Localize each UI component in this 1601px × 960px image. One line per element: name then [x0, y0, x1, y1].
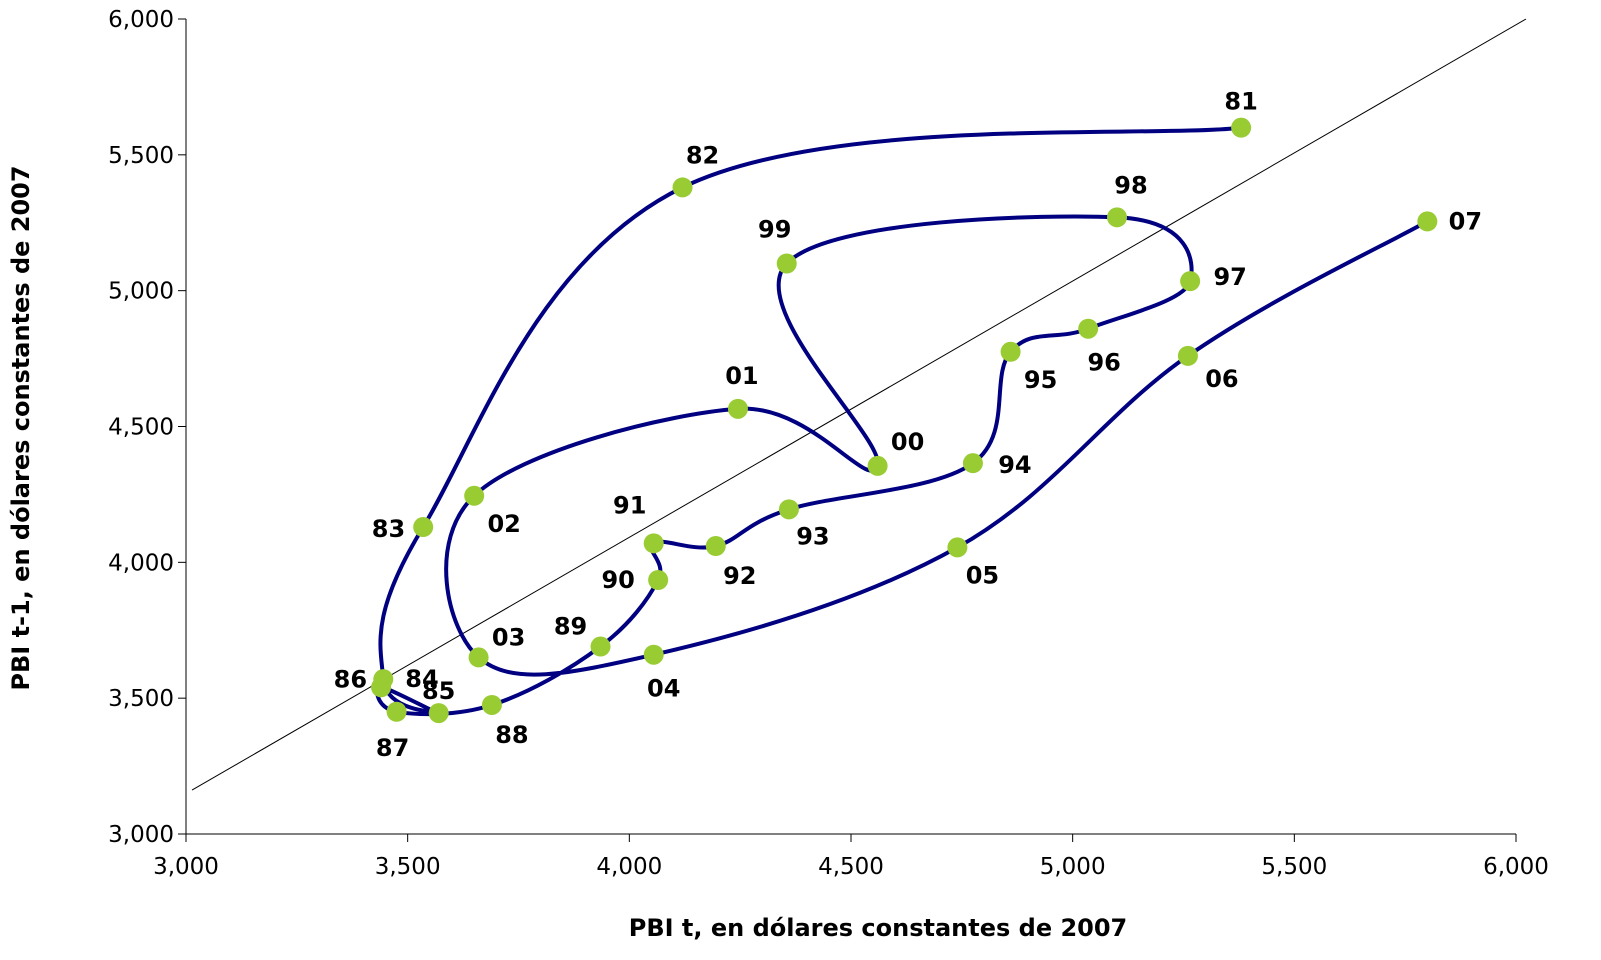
point-label-96: 96 — [1087, 349, 1120, 377]
point-label-97: 97 — [1213, 263, 1246, 291]
point-label-93: 93 — [796, 522, 829, 550]
y-tick-label: 4,500 — [108, 415, 174, 441]
point-label-92: 92 — [723, 562, 756, 590]
x-tick-label: 4,000 — [596, 854, 662, 880]
point-label-07: 07 — [1449, 207, 1482, 235]
point-label-82: 82 — [686, 141, 719, 169]
axes: 3,000 3,500 4,000 4,500 5,000 5,500 6,000 3,000… — [108, 7, 1549, 880]
point-label-06: 06 — [1205, 365, 1238, 393]
x-tick-label: 3,500 — [375, 854, 441, 880]
point-label-85: 85 — [422, 677, 455, 705]
reference-line-group — [191, 18, 1527, 791]
data-point-96 — [1078, 318, 1099, 339]
point-label-04: 04 — [647, 675, 680, 703]
data-point-89 — [590, 636, 611, 657]
point-label-03: 03 — [492, 623, 525, 651]
y-tick-label: 3,000 — [108, 822, 174, 848]
point-label-00: 00 — [891, 428, 924, 456]
data-point-90 — [648, 569, 669, 590]
data-point-07 — [1417, 211, 1438, 232]
x-tick-label: 5,000 — [1040, 854, 1106, 880]
data-point-86 — [371, 677, 392, 698]
data-point-97 — [1180, 271, 1201, 292]
data-point-93 — [778, 499, 799, 520]
data-point-95 — [1000, 341, 1021, 362]
y-tick-label: 6,000 — [108, 7, 174, 33]
point-label-05: 05 — [966, 561, 999, 589]
point-label-99: 99 — [758, 216, 791, 244]
data-point-81 — [1231, 117, 1252, 138]
markers-group — [371, 117, 1438, 724]
x-tick-label: 6,000 — [1483, 854, 1549, 880]
x-tick-label: 4,500 — [818, 854, 884, 880]
y-tick-label: 4,000 — [108, 550, 174, 576]
point-label-81: 81 — [1224, 88, 1257, 116]
point-label-91: 91 — [613, 491, 646, 519]
data-point-92 — [705, 536, 726, 557]
point-label-84: 84 — [405, 665, 438, 693]
data-point-06 — [1177, 345, 1198, 366]
x-axis-title: PBI t, en dólares constantes de 2007 — [629, 914, 1128, 942]
y-tick-label: 5,000 — [108, 279, 174, 305]
x-tick-label: 5,500 — [1261, 854, 1327, 880]
data-point-04 — [643, 644, 664, 665]
y-axis-title: PBI t-1, en dólares constantes de 2007 — [7, 165, 35, 690]
data-point-98 — [1107, 207, 1127, 228]
x-tick-label: 3,000 — [153, 854, 219, 880]
point-label-89: 89 — [554, 613, 587, 641]
point-label-87: 87 — [376, 734, 409, 762]
data-point-91 — [643, 533, 664, 554]
point-label-86: 86 — [334, 665, 367, 693]
data-point-05 — [947, 537, 968, 558]
reference-line — [191, 18, 1527, 791]
point-label-88: 88 — [495, 721, 528, 749]
data-point-85 — [428, 703, 449, 724]
data-point-87 — [386, 701, 407, 722]
data-point-03 — [468, 647, 489, 668]
point-label-94: 94 — [998, 451, 1031, 479]
data-point-02 — [464, 485, 485, 506]
data-point-01 — [727, 398, 748, 419]
series-curve-group — [375, 125, 1429, 717]
point-label-83: 83 — [372, 515, 405, 543]
point-label-01: 01 — [725, 362, 758, 390]
point-label-95: 95 — [1024, 366, 1057, 394]
point-label-02: 02 — [487, 510, 520, 538]
point-label-90: 90 — [601, 566, 634, 594]
series-curve — [375, 125, 1429, 717]
data-point-83 — [413, 517, 434, 538]
y-tick-label: 3,500 — [108, 686, 174, 712]
data-point-88 — [481, 694, 502, 715]
y-tick-label: 5,500 — [108, 143, 174, 169]
data-point-82 — [672, 177, 693, 198]
data-point-00 — [867, 455, 888, 476]
data-point-99 — [776, 253, 797, 274]
data-point-94 — [962, 453, 983, 474]
point-label-98: 98 — [1114, 171, 1147, 199]
